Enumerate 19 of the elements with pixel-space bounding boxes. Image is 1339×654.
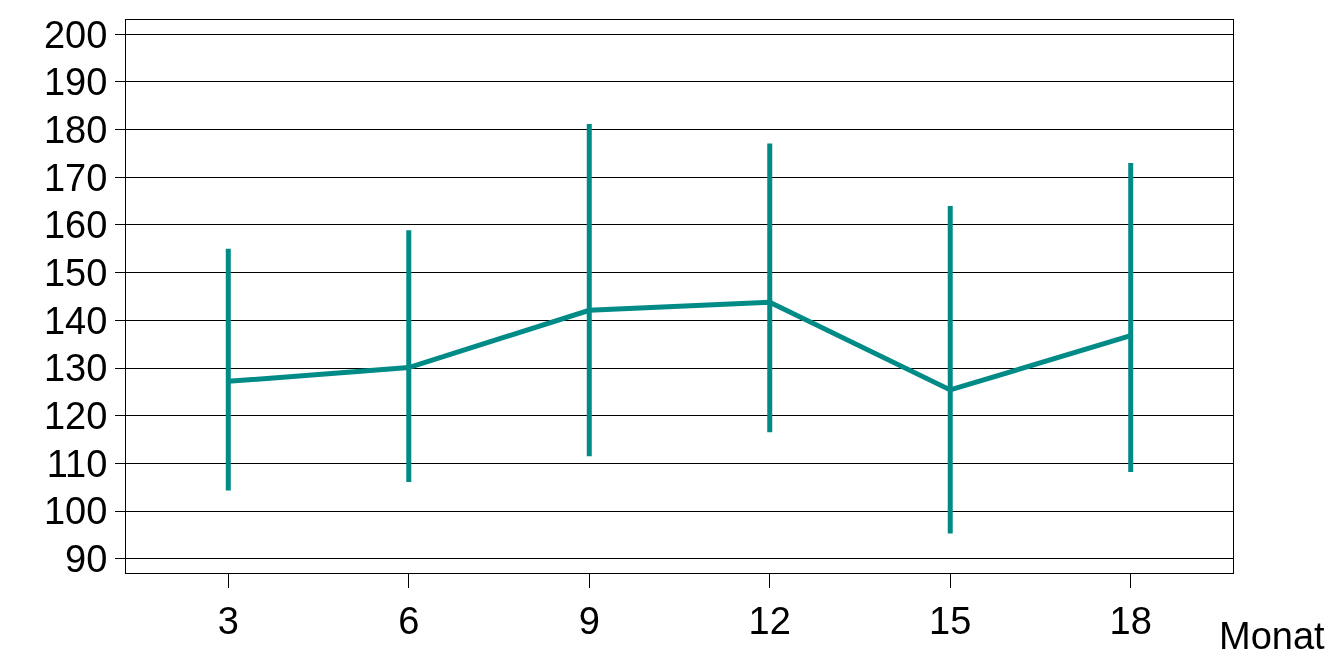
y-tick-label: 170 (43, 156, 108, 199)
x-axis-title: Monat (1219, 615, 1326, 654)
x-tick-label: 12 (748, 599, 791, 642)
y-tick-label: 110 (46, 442, 108, 485)
y-tick-label: 150 (43, 251, 108, 294)
y-tick-label: 120 (43, 394, 108, 437)
y-tick-label: 160 (43, 204, 108, 247)
x-tick-label: 3 (217, 599, 239, 642)
y-tick-label: 130 (43, 347, 108, 390)
y-tick-label: 140 (43, 299, 108, 342)
y-tick-label: 90 (65, 538, 108, 580)
y-tick-label: 100 (43, 490, 108, 533)
x-tick-label: 9 (578, 599, 600, 642)
y-tick-label: 180 (43, 108, 108, 151)
x-tick-label: 15 (929, 599, 972, 642)
x-tick-label: 6 (398, 599, 420, 642)
y-tick-label: 190 (43, 61, 108, 104)
y-tick-label: 200 (43, 13, 108, 56)
x-tick-label: 18 (1109, 599, 1152, 642)
